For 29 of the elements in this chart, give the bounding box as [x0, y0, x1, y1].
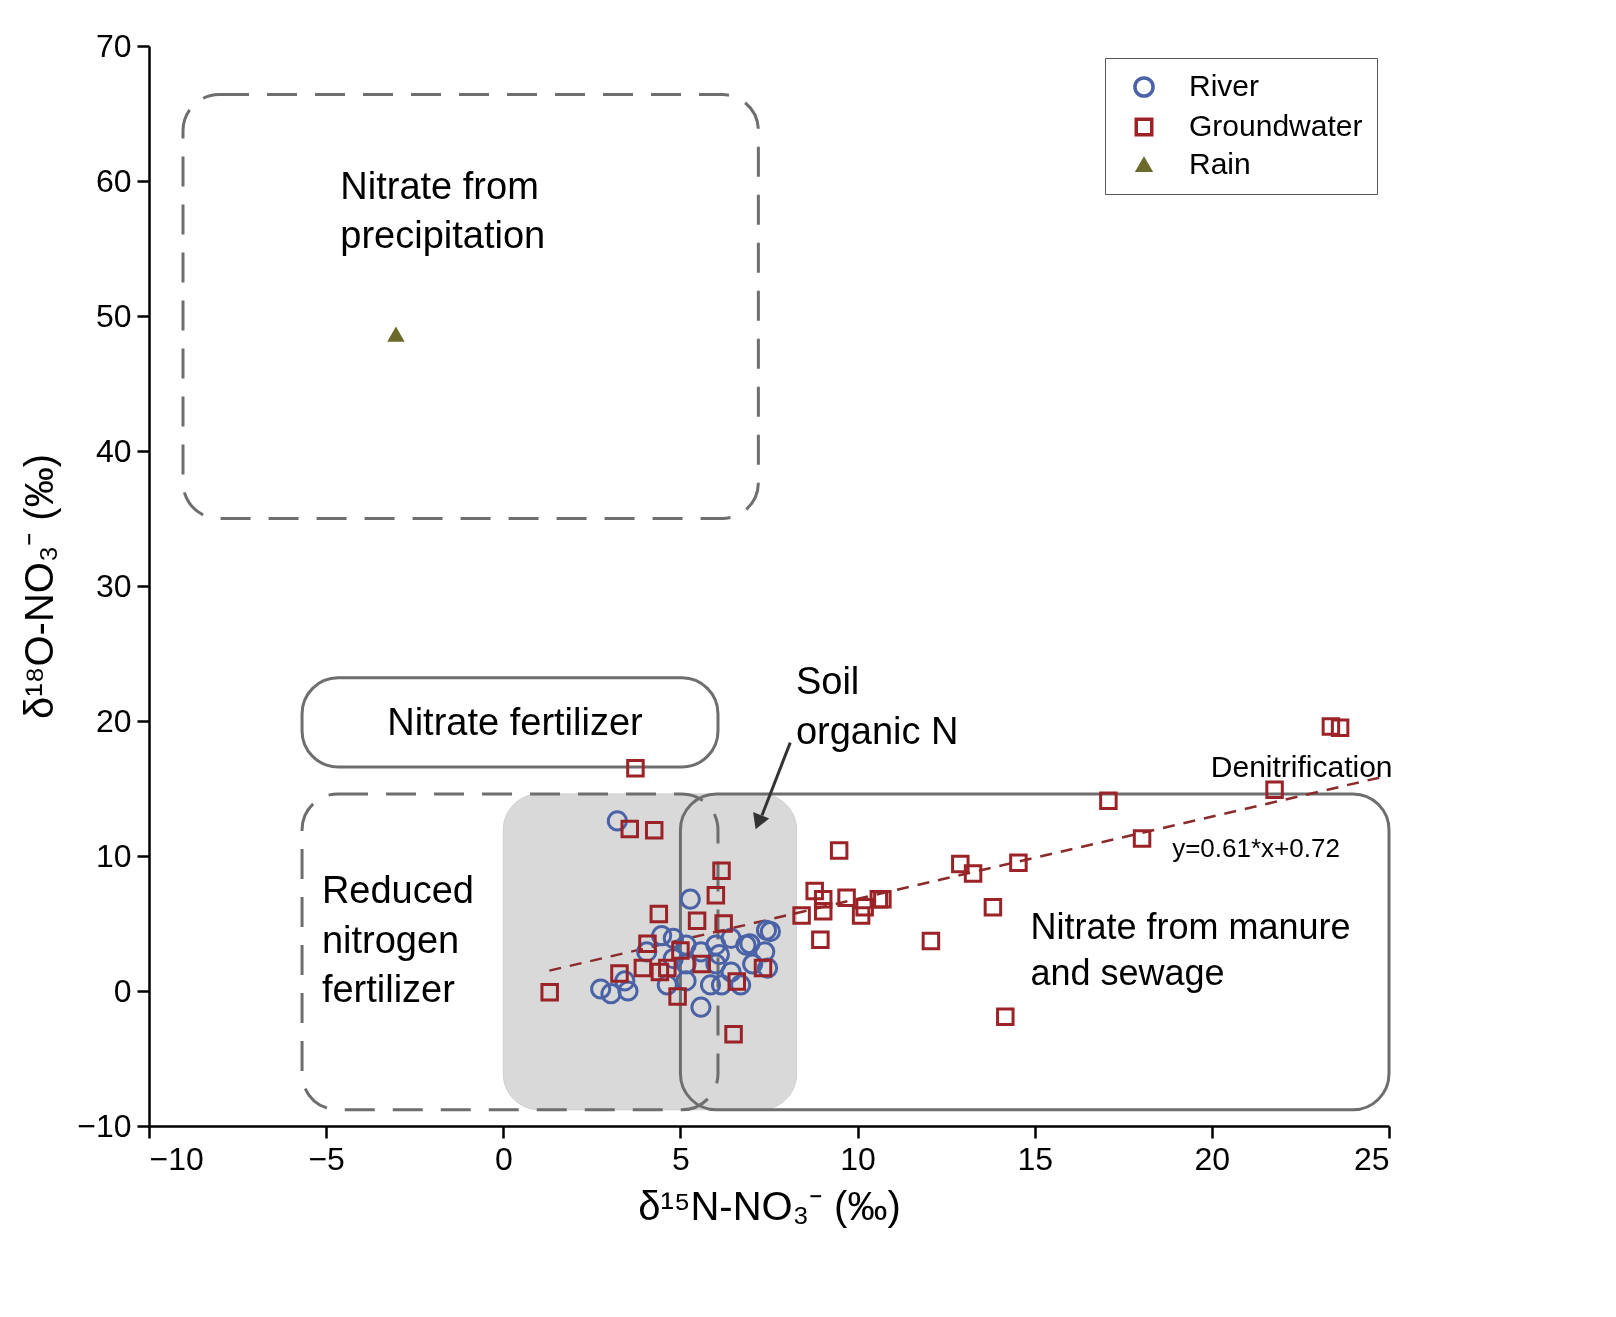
x-axis-title: δ¹⁵N-NO₃⁻ (‰): [638, 1183, 901, 1228]
annotation: Nitrate fertilizer: [387, 700, 644, 743]
x-tick-label: 0: [494, 1140, 513, 1177]
annotation: Nitrate from manure and sewage: [1030, 905, 1351, 994]
legend-label: Rain: [1189, 147, 1251, 180]
y-tick-label: 50: [95, 297, 132, 334]
x-tick-label: −10: [149, 1140, 204, 1177]
y-tick-label: 60: [95, 162, 132, 199]
annotation: Denitrification: [1210, 750, 1393, 784]
annotation: y=0.61*x+0.72: [1172, 833, 1340, 864]
annotation: Reduced nitrogen fertilizer: [321, 869, 475, 1011]
y-tick-label: 70: [95, 27, 132, 64]
annotation: Nitrate from precipitation: [340, 164, 546, 257]
annotation: Soil organic N: [795, 660, 959, 752]
legend-label: Groundwater: [1189, 109, 1363, 142]
y-tick-label: −10: [77, 1107, 132, 1144]
y-tick-label: 30: [95, 567, 132, 604]
legend-label: River: [1189, 69, 1260, 102]
y-tick-label: 10: [95, 837, 132, 874]
x-tick-label: 20: [1194, 1140, 1231, 1177]
x-tick-label: 25: [1353, 1140, 1390, 1177]
x-tick-label: 15: [1017, 1140, 1054, 1177]
x-tick-label: 10: [840, 1140, 876, 1177]
x-tick-label: −5: [308, 1140, 345, 1177]
y-axis-title: δ¹⁸O-NO₃⁻ (‰): [17, 454, 62, 719]
y-tick-label: 20: [95, 702, 132, 739]
y-tick-label: 0: [113, 972, 132, 1009]
y-tick-label: 40: [95, 432, 132, 469]
x-tick-label: 5: [672, 1140, 690, 1177]
